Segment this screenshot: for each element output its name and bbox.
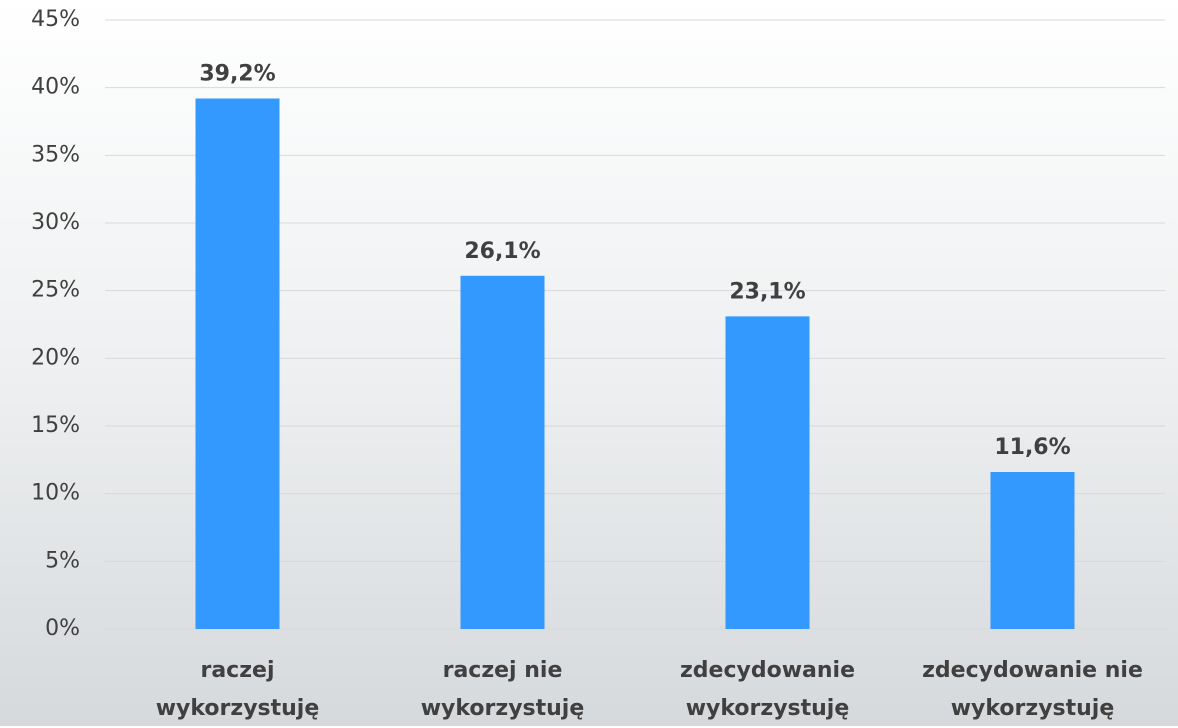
y-tick-label: 25% [31,278,80,303]
y-tick-label: 20% [31,345,80,370]
data-label: 23,1% [729,279,805,304]
y-tick-label: 40% [31,75,80,100]
data-label: 39,2% [199,61,275,86]
x-tick-label: zdecydowanie wykorzystuję [679,658,855,721]
bar [460,275,545,629]
y-tick-label: 30% [31,210,80,235]
data-label: 26,1% [464,239,540,264]
y-tick-label: 5% [45,548,80,573]
bar [725,316,810,629]
x-tick-label: raczej nie wykorzystuję [420,658,585,721]
y-tick-label: 15% [31,413,80,438]
x-tick-label: raczej wykorzystuję [155,658,320,721]
y-tick-label: 45% [31,7,80,32]
y-tick-label: 10% [31,481,80,506]
y-tick-label: 0% [45,616,80,641]
bar [990,472,1075,629]
y-tick-label: 35% [31,142,80,167]
bar [195,98,280,629]
data-label: 11,6% [994,435,1070,460]
x-tick-label: zdecydowanie nie wykorzystuję [922,658,1143,721]
